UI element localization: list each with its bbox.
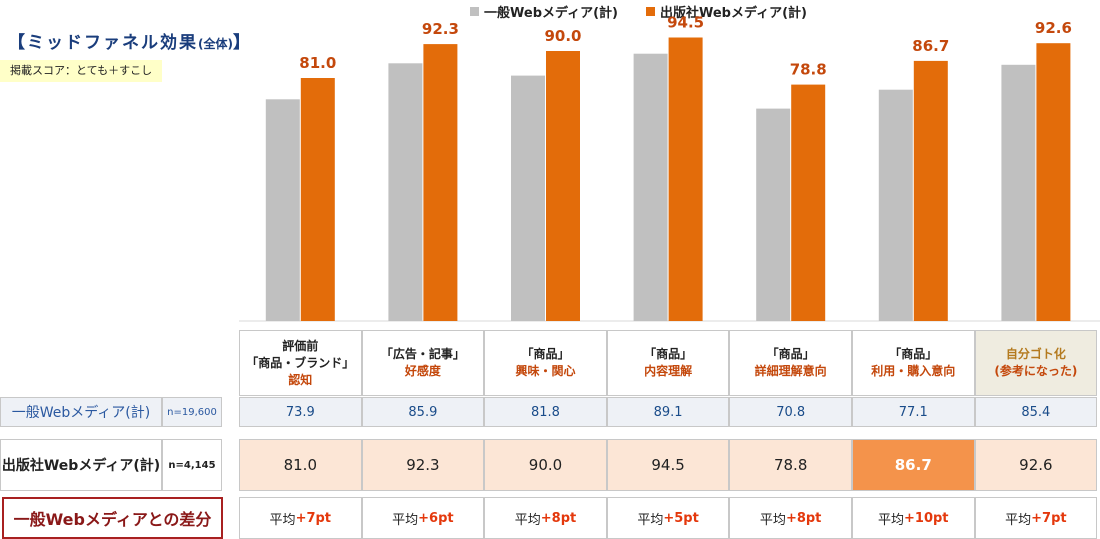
category-header-3: 「商品」 内容理解 bbox=[606, 330, 730, 396]
page-title: 【ミッドファネル効果(全体)】 bbox=[8, 33, 252, 53]
bar-publisher-0 bbox=[300, 78, 335, 321]
category-header-2: 「商品」 興味・関心 bbox=[484, 330, 607, 396]
category-header-line: 詳細理解意向 bbox=[754, 364, 827, 378]
general-media-row: 73.9 85.9 81.8 89.1 70.8 77.1 85.4 bbox=[239, 397, 1098, 427]
difference-value-1: 平均 +6pt bbox=[361, 497, 485, 539]
difference-value-3: 平均 +5pt bbox=[606, 497, 730, 539]
difference-value-2: 平均 +8pt bbox=[484, 497, 607, 539]
publisher-value-6: 92.6 bbox=[974, 439, 1098, 491]
general-media-label: 一般Webメディア(計) bbox=[0, 397, 162, 427]
bar-general-0 bbox=[265, 99, 300, 321]
data-label-6: 92.6 bbox=[1035, 19, 1072, 37]
general-value-1: 85.9 bbox=[361, 397, 485, 427]
category-header-line: 「商品」 bbox=[889, 347, 938, 361]
category-header-line: 「商品」 bbox=[521, 347, 570, 361]
legend-label-publisher: 出版社Webメディア(計) bbox=[659, 5, 807, 21]
difference-points: +6pt bbox=[418, 510, 454, 526]
publisher-media-row: 81.0 92.3 90.0 94.5 78.8 86.7 92.6 bbox=[239, 439, 1098, 491]
data-label-5: 86.7 bbox=[912, 37, 949, 55]
bar-chart: 81.0 92.3 90.0 94.5 78.8 86.7 92.6 bbox=[239, 14, 1100, 322]
general-value-6: 85.4 bbox=[974, 397, 1098, 427]
difference-label: 一般Webメディアとの差分 bbox=[2, 497, 223, 539]
bar-publisher-5 bbox=[913, 60, 948, 322]
general-value-2: 81.8 bbox=[484, 397, 607, 427]
legend-swatch-publisher bbox=[645, 6, 655, 16]
data-label-4: 78.8 bbox=[790, 61, 827, 79]
legend-swatch-general bbox=[470, 6, 479, 16]
data-label-1: 92.3 bbox=[422, 20, 459, 38]
bar-publisher-2 bbox=[546, 51, 580, 321]
difference-prefix: 平均 bbox=[392, 512, 419, 528]
general-value-3: 89.1 bbox=[606, 397, 730, 427]
general-value-4: 70.8 bbox=[729, 397, 852, 427]
bar-general-6 bbox=[1001, 64, 1036, 322]
general-value-0: 73.9 bbox=[239, 397, 362, 427]
difference-prefix: 平均 bbox=[514, 512, 541, 528]
difference-row: 平均 +7pt 平均 +6pt 平均 +8pt 平均 +5pt 平均 +8pt 平均 +10pt 平均 +… bbox=[239, 497, 1098, 539]
category-header-line: 利用・購入意向 bbox=[871, 364, 956, 378]
category-header-row: 評価前 「商品・ブランド」 認知 「広告・記事」 好感度 「商品」 興味・関心 「商品」 内容理… bbox=[239, 330, 1098, 396]
publisher-value-0: 81.0 bbox=[239, 439, 362, 491]
difference-value-5: 平均 +10pt bbox=[851, 497, 975, 539]
publisher-sample-size: n=4,145 bbox=[162, 439, 222, 491]
category-header-line: 「広告・記事」 bbox=[380, 347, 465, 361]
legend-item-general: 一般Webメディア(計) bbox=[470, 2, 618, 21]
bar-general-5 bbox=[878, 89, 913, 321]
bar-publisher-4 bbox=[791, 84, 826, 321]
difference-points: +8pt bbox=[540, 510, 577, 526]
publisher-value-1: 92.3 bbox=[361, 439, 485, 491]
difference-points: +8pt bbox=[785, 510, 822, 526]
data-label-2: 90.0 bbox=[544, 27, 581, 45]
category-header-6: 自分ゴト化 (参考になった) bbox=[974, 330, 1098, 396]
difference-value-0: 平均 +7pt bbox=[239, 497, 362, 539]
difference-points: +7pt bbox=[1031, 510, 1067, 526]
category-header-line: (参考になった) bbox=[994, 364, 1078, 378]
category-header-line: 興味・関心 bbox=[515, 364, 576, 378]
difference-prefix: 平均 bbox=[759, 512, 786, 528]
bar-publisher-6 bbox=[1036, 43, 1071, 321]
general-value-5: 77.1 bbox=[851, 397, 975, 427]
score-note: 掲載スコア：とても＋すこし bbox=[0, 60, 162, 82]
category-header-line: 好感度 bbox=[404, 364, 441, 378]
category-header-5: 「商品」利用・購入意向 bbox=[851, 330, 975, 396]
publisher-media-label: 出版社Webメディア(計) bbox=[0, 439, 162, 491]
chart-legend: 一般Webメディア(計) 出版社Webメディア(計) bbox=[470, 1, 835, 21]
bar-general-4 bbox=[756, 108, 791, 321]
publisher-value-2: 90.0 bbox=[484, 439, 607, 491]
category-header-line: 内容理解 bbox=[644, 364, 693, 378]
general-sample-size: n=19,600 bbox=[162, 397, 222, 427]
data-label-3: 94.5 bbox=[667, 14, 704, 32]
difference-prefix: 平均 bbox=[1005, 512, 1032, 528]
publisher-value-5: 86.7 bbox=[851, 439, 975, 491]
data-label-0: 81.0 bbox=[299, 54, 336, 72]
legend-label-general: 一般Webメディア(計) bbox=[484, 5, 618, 21]
category-header-line: 「商品」 bbox=[766, 347, 815, 361]
category-header-line: 「商品・ブランド」 bbox=[246, 355, 355, 370]
bar-publisher-3 bbox=[668, 37, 703, 321]
legend-item-publisher: 出版社Webメディア(計) bbox=[645, 2, 807, 21]
difference-points: +7pt bbox=[295, 510, 332, 526]
difference-prefix: 平均 bbox=[269, 512, 296, 528]
difference-prefix: 平均 bbox=[637, 512, 664, 528]
difference-points: +10pt bbox=[904, 510, 949, 526]
difference-value-4: 平均 +8pt bbox=[729, 497, 852, 539]
difference-points: +5pt bbox=[663, 510, 699, 526]
bar-publisher-1 bbox=[423, 44, 458, 321]
bar-general-2 bbox=[511, 75, 545, 321]
category-header-0: 評価前「商品・ブランド」 認知 bbox=[239, 330, 362, 396]
publisher-value-4: 78.8 bbox=[729, 439, 852, 491]
category-header-line: 評価前 bbox=[282, 338, 319, 353]
bar-general-1 bbox=[388, 63, 423, 322]
difference-value-6: 平均 +7pt bbox=[974, 497, 1098, 539]
publisher-value-3: 94.5 bbox=[606, 439, 730, 491]
category-header-line: 自分ゴト化 bbox=[1005, 347, 1066, 361]
category-header-4: 「商品」詳細理解意向 bbox=[729, 330, 852, 396]
category-header-line: 「商品」 bbox=[644, 347, 693, 361]
difference-prefix: 平均 bbox=[878, 512, 905, 528]
category-header-line: 認知 bbox=[288, 372, 313, 387]
category-header-1: 「広告・記事」 好感度 bbox=[361, 330, 485, 396]
bar-general-3 bbox=[633, 53, 668, 321]
